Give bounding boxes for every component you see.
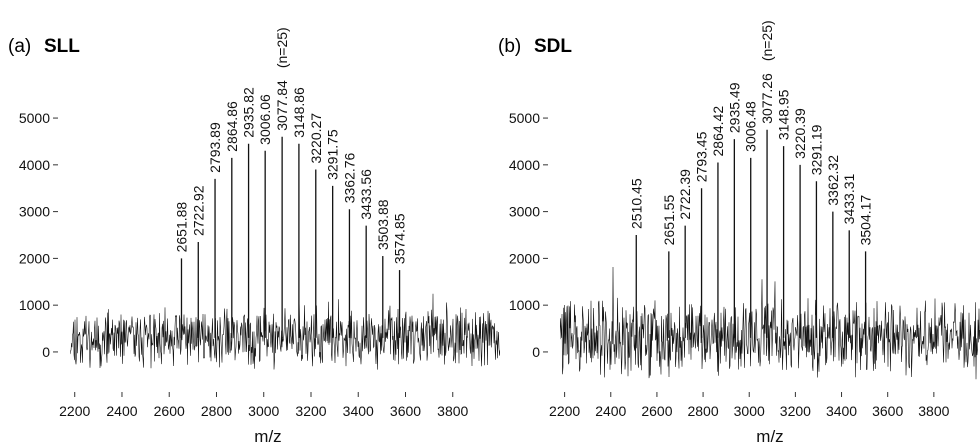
x-tick-label: 2200 <box>549 403 580 419</box>
x-tick-label: 2600 <box>641 403 672 419</box>
panel-b-label: (b) <box>498 36 521 57</box>
peak-label: 3504.17 <box>858 195 874 246</box>
peak-label: 3503.88 <box>375 199 391 250</box>
peak-label: 2864.86 <box>224 101 240 152</box>
y-tick-label: 0 <box>532 344 540 360</box>
x-tick-label: 3800 <box>918 403 949 419</box>
y-tick-label: 3000 <box>509 204 540 220</box>
peak-label: 2793.45 <box>694 131 710 182</box>
spectrum-baseline-trace <box>560 266 980 380</box>
peak-label: 2793.89 <box>207 122 223 173</box>
panel-a-plot: 0 1000 2000 3000 4000 5000 2200 2400 2600 2800 300… <box>19 27 500 419</box>
y-tick-label: 5000 <box>509 110 540 126</box>
x-tick-label: 3400 <box>826 403 857 419</box>
peak-label: 3433.56 <box>358 169 374 220</box>
y-tick-label: 5000 <box>19 110 50 126</box>
y-tick-label: 3000 <box>19 204 50 220</box>
peak-label: 3077.84 <box>274 80 290 131</box>
peak-label: 2722.39 <box>677 169 693 220</box>
spectrum-baseline-trace <box>70 293 500 370</box>
y-tick-label: 1000 <box>19 297 50 313</box>
peak-label: 3362.32 <box>825 155 841 206</box>
x-tick-label: 3200 <box>780 403 811 419</box>
peak-label: 3291.75 <box>325 129 341 180</box>
peak-label: 2651.88 <box>173 202 189 253</box>
peak-label: 3006.06 <box>257 94 273 145</box>
y-tick-label: 4000 <box>509 157 540 173</box>
x-tick-label: 3600 <box>872 403 903 419</box>
panel-b-xlabel: m/z <box>756 427 783 446</box>
x-tick-label: 2400 <box>595 403 626 419</box>
peak-label: 2651.55 <box>661 195 677 246</box>
replicate-count-annotation: (n=25) <box>759 20 775 61</box>
x-tick-label: 2200 <box>59 403 90 419</box>
peak-label: 3148.95 <box>776 89 792 140</box>
peak-label: 3148.86 <box>291 87 307 138</box>
peak-label: 2864.42 <box>710 106 726 157</box>
peak-label: 2935.82 <box>241 87 257 138</box>
peak-label: 3006.48 <box>743 101 759 152</box>
panel-b-plot: 0 1000 2000 3000 4000 5000 2200 2400 2600 2800 300… <box>509 20 980 419</box>
y-tick-label: 1000 <box>509 297 540 313</box>
panel-b-name: SDL <box>534 36 572 57</box>
peak-label: 3291.19 <box>808 124 824 175</box>
panel-a-xlabel: m/z <box>254 427 281 446</box>
peak-label: 3574.85 <box>392 213 408 264</box>
x-tick-label: 3000 <box>734 403 765 419</box>
peak-label: 3220.39 <box>792 108 808 159</box>
peak-label: 2510.45 <box>628 178 644 229</box>
x-tick-label: 3000 <box>248 403 279 419</box>
x-tick-label: 2800 <box>201 403 232 419</box>
peak-label: 3220.27 <box>308 113 324 164</box>
panel-a-label: (a) <box>8 36 31 57</box>
x-tick-label: 2400 <box>106 403 137 419</box>
x-tick-label: 3800 <box>437 403 468 419</box>
y-tick-label: 2000 <box>19 250 50 266</box>
y-tick-label: 0 <box>42 344 50 360</box>
y-tick-label: 2000 <box>509 250 540 266</box>
x-tick-label: 2600 <box>154 403 185 419</box>
x-tick-label: 3400 <box>343 403 374 419</box>
x-tick-label: 3600 <box>390 403 421 419</box>
peak-label: 2722.92 <box>190 185 206 236</box>
replicate-count-annotation: (n=25) <box>274 27 290 68</box>
peak-label: 3362.76 <box>341 152 357 203</box>
panel-a-name: SLL <box>44 36 80 57</box>
x-tick-label: 3200 <box>295 403 326 419</box>
y-tick-label: 4000 <box>19 157 50 173</box>
peak-label: 2935.49 <box>726 82 742 133</box>
x-tick-label: 2800 <box>687 403 718 419</box>
peak-label: 3433.31 <box>841 174 857 225</box>
peak-label: 3077.26 <box>759 73 775 124</box>
